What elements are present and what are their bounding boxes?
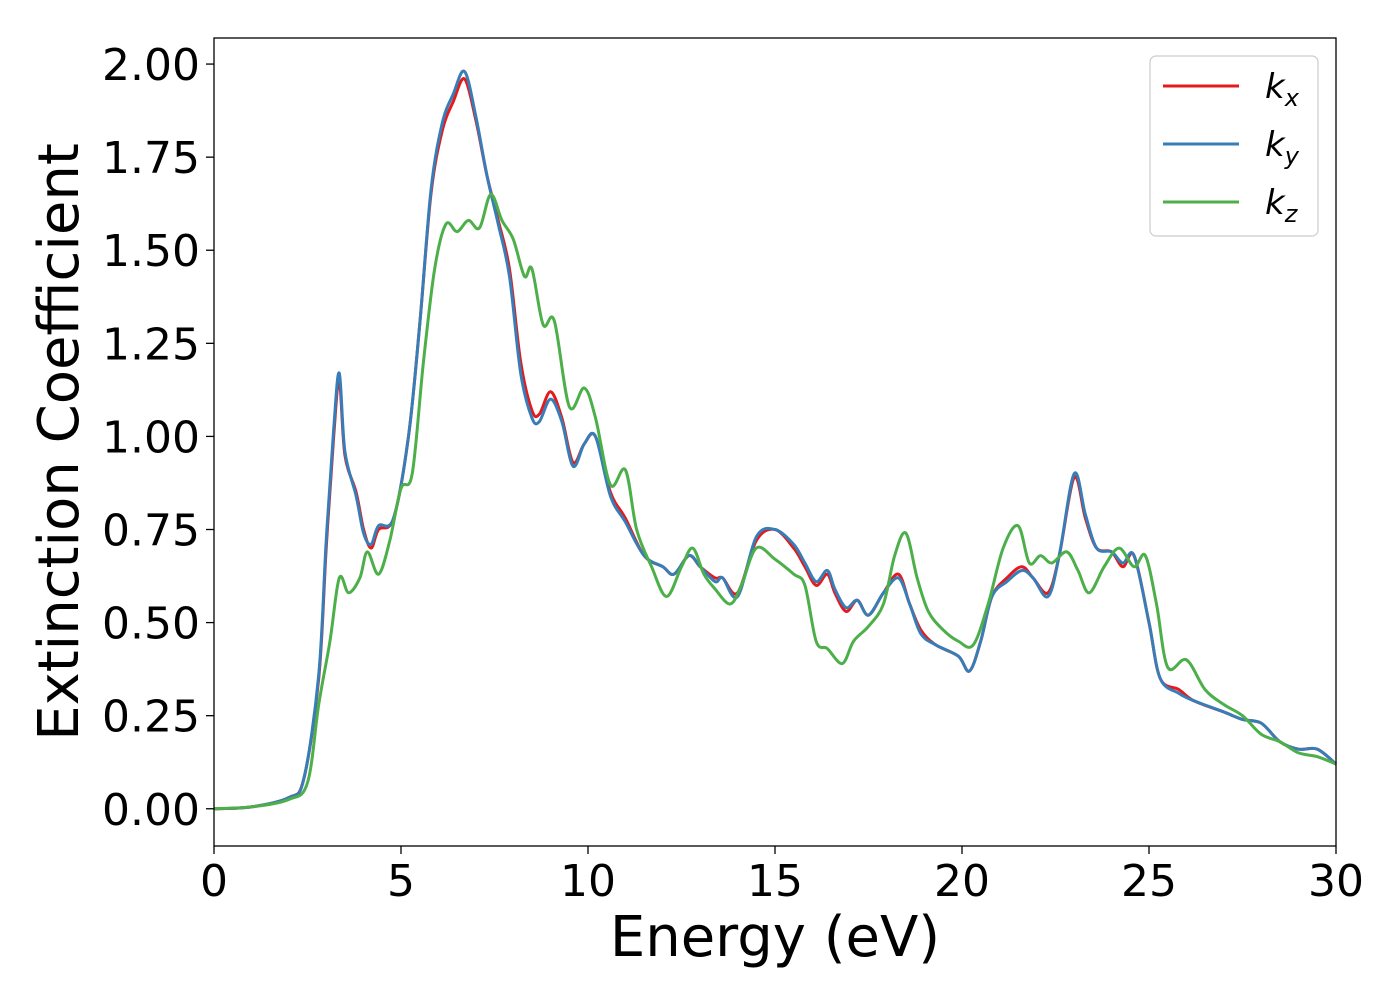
x-tick-label: 10: [560, 856, 616, 907]
y-axis: 0.00 0.25 0.50 0.75 1.00 1.25 1.50 1.75 2.00: [102, 40, 214, 836]
y-tick-label: 1.25: [102, 319, 200, 370]
legend: kx ky kz: [1149, 55, 1319, 237]
series-layer: [213, 69, 1337, 811]
legend-label-ky: ky: [1265, 125, 1300, 170]
x-tick-label: 30: [1308, 856, 1364, 907]
x-tick-label: 5: [387, 856, 415, 907]
y-tick-label: 0.25: [102, 692, 200, 743]
y-tick-label: 0.75: [102, 506, 200, 557]
y-tick-label: 1.75: [102, 133, 200, 184]
x-axis: 0 5 10 15 20 25 30: [200, 846, 1364, 907]
legend-label-kz: kz: [1265, 183, 1299, 228]
legend-label-kx: kx: [1265, 67, 1300, 112]
x-tick-label: 15: [747, 856, 803, 907]
x-tick-label: 25: [1121, 856, 1177, 907]
y-tick-label: 1.50: [102, 226, 200, 277]
y-tick-label: 2.00: [102, 40, 200, 91]
x-tick-label: 20: [934, 856, 990, 907]
y-axis-label: Extinction Coefficient: [27, 143, 92, 741]
legend-box: [1149, 55, 1319, 237]
series-line-kz: [213, 192, 1337, 811]
y-tick-label: 0.00: [102, 785, 200, 836]
y-tick-label: 0.50: [102, 599, 200, 650]
x-axis-label: Energy (eV): [610, 905, 940, 970]
x-tick-label: 0: [200, 856, 228, 907]
y-tick-label: 1.00: [102, 412, 200, 463]
